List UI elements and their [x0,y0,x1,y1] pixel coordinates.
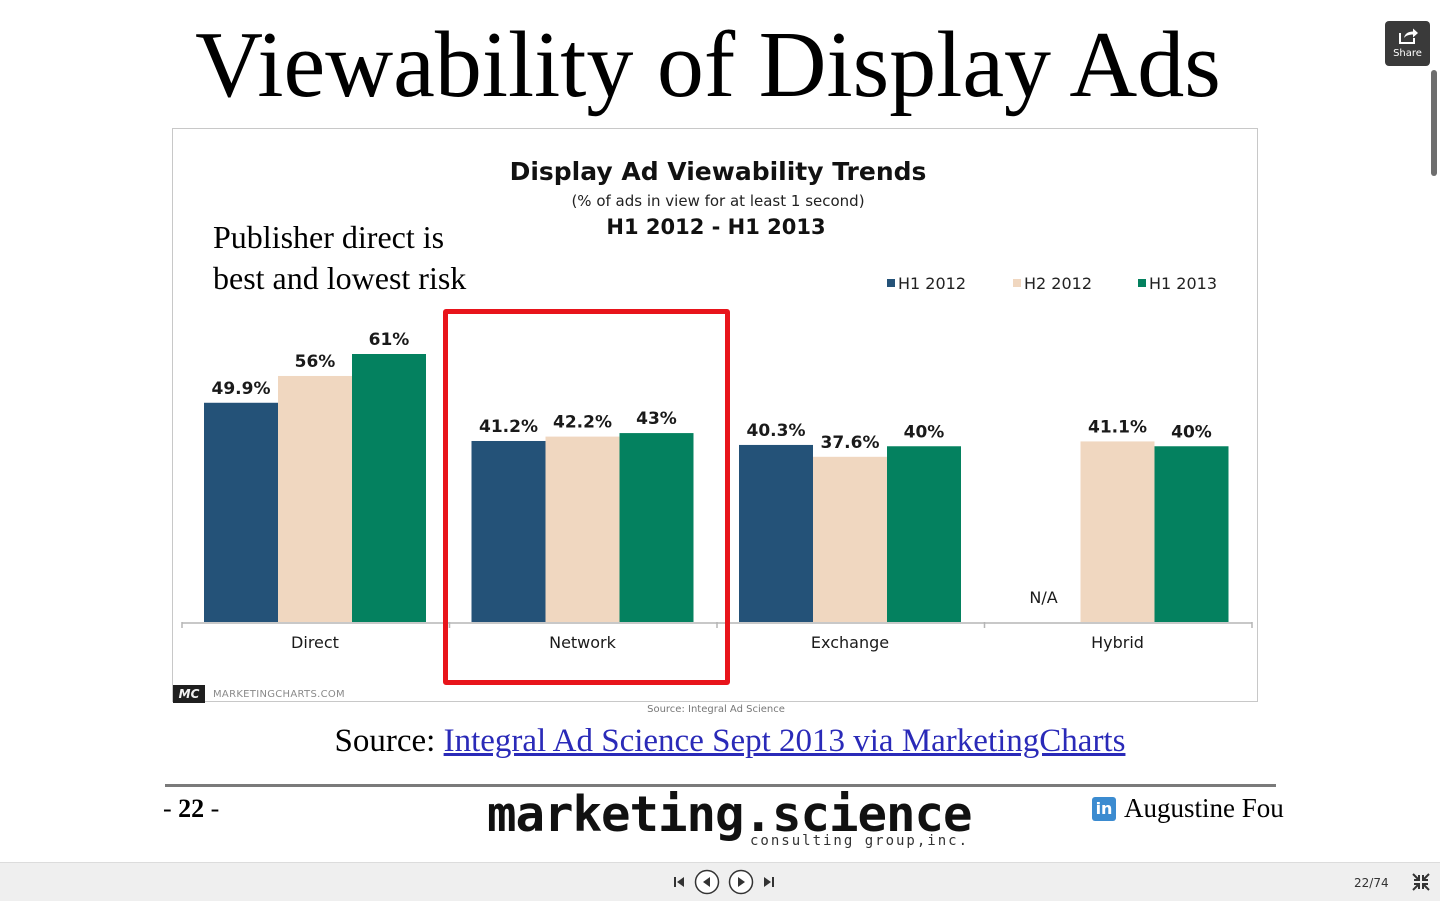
page-counter: 22/74 [1354,876,1389,890]
play-button[interactable] [728,869,754,895]
bar [1080,441,1155,622]
source-link[interactable]: Integral Ad Science Sept 2013 via Market… [443,723,1126,759]
brand-tagline: consulting group,inc. [750,833,970,849]
brand-logo: marketing.science [487,786,973,843]
legend-label: H1 2012 [898,274,967,293]
bar-value-label: 40.3% [747,421,806,441]
author: in Augustine Fou [1092,793,1284,824]
bar-value-label: 41.1% [1088,417,1147,437]
bar [739,444,813,622]
bar-na-label: N/A [1029,588,1057,607]
bar [887,446,961,622]
viewer-toolbar: 22/74 [0,862,1440,901]
bar-value-label: 61% [369,330,410,350]
page-number-value: 22 [178,794,205,823]
footer-divider [165,784,1276,787]
last-page-button[interactable] [756,869,782,895]
bar-value-label: 40% [904,422,945,442]
bar [204,402,278,622]
source-prefix: Source: [334,723,444,759]
chart-period: H1 2012 - H1 2013 [606,215,826,239]
source-line: Source: Integral Ad Science Sept 2013 vi… [0,723,1440,760]
scrollbar-thumb[interactable] [1431,70,1437,176]
first-page-button[interactable] [666,869,692,895]
mc-logo-text: MARKETINGCHARTS.COM [213,688,345,700]
legend-item-h1-2012: H1 2012 [887,274,966,293]
bar-value-label: 37.6% [821,433,880,453]
network-highlight-box [443,309,730,685]
legend-item-h1-2013: H1 2013 [1138,274,1217,293]
slide-title: Viewability of Display Ads [195,13,1221,117]
category-label: Network [549,633,617,652]
page-number: - 22 - [163,794,220,823]
bar-value-label: 41.2% [479,417,538,437]
previous-slide-button[interactable] [694,869,720,895]
legend-swatch [887,279,895,287]
bar [813,456,887,622]
mc-badge: MC [173,685,205,703]
chart-title: Display Ad Viewability Trends [509,157,927,186]
bar [471,440,546,622]
exit-fullscreen-icon[interactable] [1408,869,1434,895]
linkedin-icon: in [1092,796,1116,821]
share-button[interactable]: Share [1385,21,1430,66]
category-label: Hybrid [1091,633,1144,652]
legend-label: H1 2013 [1149,274,1218,293]
annotation-text: Publisher direct is best and lowest risk [213,219,467,296]
bar [619,433,694,622]
legend-item-h2-2012: H2 2012 [1013,274,1092,293]
chart-source-note: Source: Integral Ad Science [647,704,785,715]
marketingcharts-logo: MC MARKETINGCHARTS.COM [173,685,345,703]
bar-value-label: 49.9% [212,379,271,399]
bar-value-label: 56% [295,352,336,372]
author-name: Augustine Fou [1124,793,1284,823]
category-label: Direct [291,633,339,652]
legend-swatch [1013,279,1021,287]
bar-value-label: 40% [1171,422,1212,442]
legend-label: H2 2012 [1024,274,1093,293]
share-icon [1398,28,1418,44]
bar [545,436,620,622]
bar-chart: 49.9% 56% 61% Direct 41.2% 42.2% 43% Network 40.… [181,330,1253,652]
category-label: Exchange [811,633,889,652]
bar-value-label: 43% [636,409,677,429]
chart-subtitle: (% of ads in view for at least 1 second) [571,192,865,210]
bar [352,354,426,622]
bar-value-label: 42.2% [553,413,612,433]
legend-swatch [1138,279,1146,287]
bar [1154,446,1229,622]
bar [278,375,352,622]
chart-frame: 49.9% 56% 61% Direct 41.2% 42.2% 43% Network 40.… [172,128,1258,703]
share-label: Share [1393,48,1422,59]
